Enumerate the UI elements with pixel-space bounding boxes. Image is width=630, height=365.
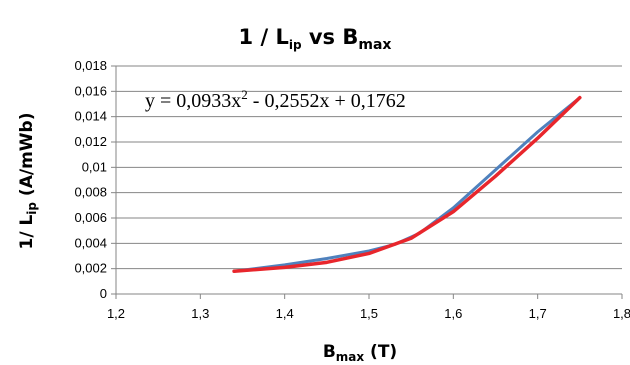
x-axis-title-rest: (T): [364, 342, 397, 362]
y-tick-label: 0,012: [74, 134, 107, 149]
x-axis-title-main: B: [323, 342, 336, 362]
y-tick-label: 0: [100, 286, 107, 301]
equation-exponent: 2: [241, 87, 248, 102]
series-line-measured: [232, 96, 582, 273]
series-lines: [232, 95, 582, 273]
trendline-equation: y = 0,0933x2 - 0,2552x + 0,1762: [145, 87, 406, 112]
y-axis-title-main: 1/ L: [17, 215, 37, 250]
x-tick-label: 1,3: [191, 306, 209, 321]
equation-part-a: y = 0,0933x: [145, 90, 241, 112]
y-tick-label: 0,016: [74, 83, 107, 98]
chart-title-sub2: max: [358, 37, 391, 53]
x-tick-label: 1,6: [444, 306, 462, 321]
x-tick-label: 1,7: [529, 306, 547, 321]
y-axis-title-rest: (A/mWb): [17, 113, 37, 202]
chart-title: 1 / Lip vs Bmax: [239, 25, 392, 53]
x-axis-title-sub: max: [336, 350, 365, 364]
y-tick-label: 0,01: [82, 159, 107, 174]
tick-labels: 0 0,002 0,004 0,006 0,008 0,01 0,012 0,014 0,016…: [74, 58, 630, 321]
series-line-trendline: [232, 95, 582, 273]
chart-title-main: 1 / L: [239, 25, 289, 49]
x-axis-title: Bmax (T): [323, 342, 397, 364]
y-axis-title-sub: ip: [25, 202, 39, 215]
y-tick-label: 0,006: [74, 210, 107, 225]
y-tick-label: 0,018: [74, 58, 107, 73]
y-tick-label: 0,014: [74, 109, 107, 124]
x-tick-label: 1,8: [613, 306, 630, 321]
y-tick-label: 0,008: [74, 185, 107, 200]
y-tick-label: 0,004: [74, 235, 107, 250]
axes: [111, 65, 623, 299]
grid-lines: [116, 65, 622, 270]
x-tick-label: 1,4: [276, 306, 294, 321]
y-tick-label: 0,002: [74, 261, 107, 276]
chart-title-sub: ip: [289, 38, 302, 52]
chart-title-rest: vs B: [302, 25, 359, 49]
y-axis-title: 1/ Lip (A/mWb): [17, 113, 39, 250]
x-tick-label: 1,5: [360, 306, 378, 321]
equation-part-b: - 0,2552x + 0,1762: [248, 90, 406, 112]
x-tick-label: 1,2: [107, 306, 125, 321]
